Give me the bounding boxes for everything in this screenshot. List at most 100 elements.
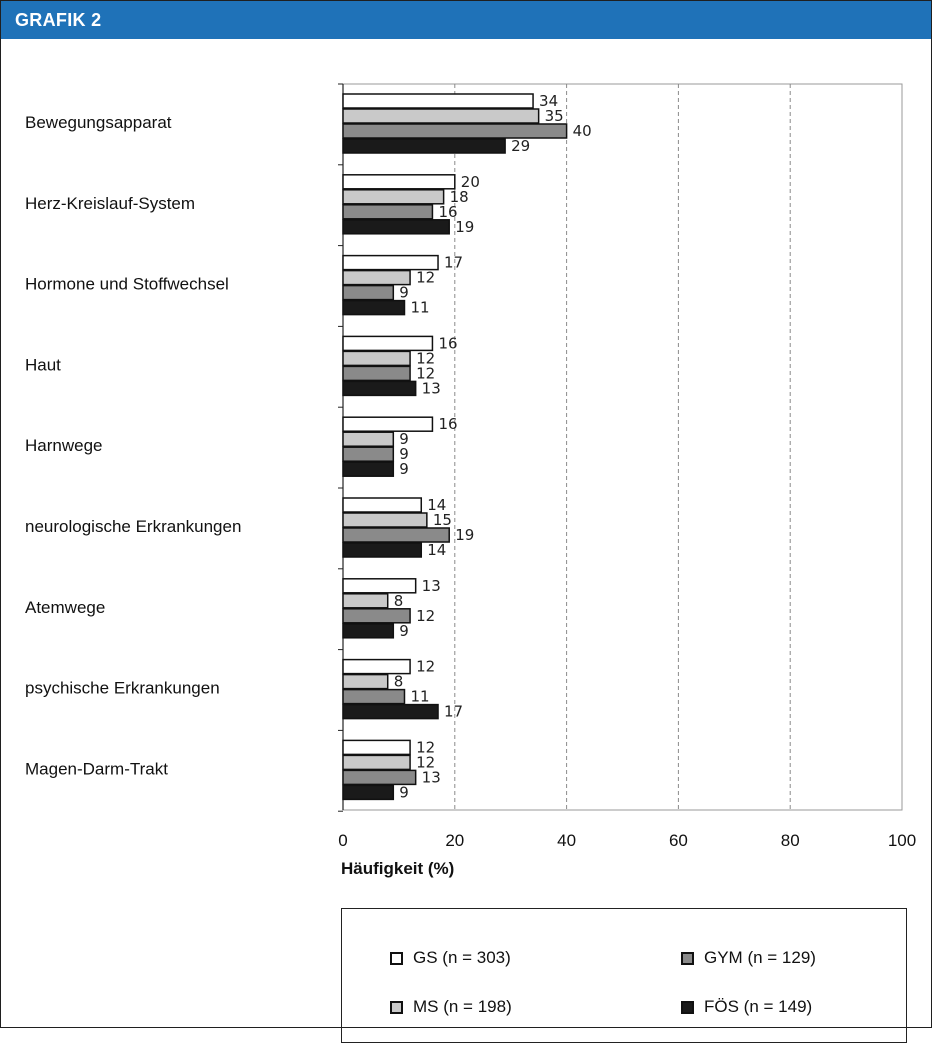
data-label: 20 (461, 173, 480, 191)
bar (342, 335, 434, 352)
bar (342, 703, 439, 720)
data-label: 12 (416, 269, 435, 287)
data-label: 9 (399, 284, 409, 302)
bar (342, 284, 395, 301)
data-label: 8 (394, 673, 404, 691)
legend-label-gym: GYM (n = 129) (704, 948, 816, 967)
bar (342, 739, 411, 756)
bar (342, 497, 423, 513)
bar (342, 108, 540, 124)
bar (342, 784, 395, 801)
category-label: neurologische Erkrankungen (25, 517, 241, 536)
legend-swatch-ms (390, 1000, 403, 1014)
figure-header: GRAFIK 2 (1, 1, 931, 39)
data-label: 34 (539, 92, 558, 110)
data-label: 12 (416, 738, 435, 756)
bar (342, 673, 389, 690)
legend-item-ms: MS (n = 198) (390, 997, 512, 1017)
figure-title: GRAFIK 2 (15, 10, 102, 30)
x-tick-label: 60 (669, 831, 688, 850)
data-label: 17 (444, 703, 463, 721)
category-label: Hormone und Stoffwechsel (25, 275, 229, 294)
bar (342, 578, 417, 594)
bar (342, 416, 434, 432)
category-label: Haut (25, 355, 61, 374)
bar (342, 658, 411, 675)
x-tick-label: 100 (888, 831, 916, 850)
bar (342, 769, 417, 786)
bar (342, 93, 534, 109)
category-label: Herz-Kreislauf-System (25, 194, 195, 213)
legend: GS (n = 303) GYM (n = 129) MS (n = 198) … (341, 908, 907, 1043)
data-label: 19 (455, 218, 474, 236)
bar (342, 123, 568, 139)
data-label: 19 (455, 526, 474, 544)
legend-item-gym: GYM (n = 129) (681, 948, 816, 968)
data-label: 12 (416, 658, 435, 676)
bar (342, 254, 439, 271)
bar (342, 350, 411, 367)
legend-item-gs: GS (n = 303) (390, 948, 511, 968)
bar (342, 461, 395, 477)
x-tick-label: 0 (338, 831, 347, 850)
category-label: Harnwege (25, 436, 103, 455)
bar (342, 380, 417, 397)
bar (342, 593, 389, 609)
bar (342, 754, 411, 771)
data-label: 14 (427, 496, 446, 514)
data-label: 9 (399, 430, 409, 448)
data-label: 11 (410, 688, 429, 706)
bar (342, 219, 450, 235)
bar (342, 542, 423, 558)
data-label: 40 (573, 122, 592, 140)
data-label: 29 (511, 137, 530, 155)
legend-label-ms: MS (n = 198) (413, 997, 512, 1016)
x-tick-label: 80 (781, 831, 800, 850)
legend-swatch-gym (681, 951, 694, 965)
data-label: 12 (416, 349, 435, 367)
x-tick-label: 40 (557, 831, 576, 850)
category-label: Magen-Darm-Trakt (25, 759, 168, 778)
data-label: 18 (450, 188, 469, 206)
bar (342, 446, 395, 462)
legend-label-gs: GS (n = 303) (413, 948, 511, 967)
category-label: psychische Erkrankungen (25, 679, 220, 698)
bar (342, 138, 506, 154)
data-label: 17 (444, 254, 463, 272)
data-label: 11 (410, 299, 429, 317)
data-label: 13 (422, 768, 441, 786)
bar (342, 608, 411, 624)
data-label: 35 (545, 107, 564, 125)
bar (342, 269, 411, 286)
x-axis-title: Häufigkeit (%) (341, 859, 454, 878)
data-label: 12 (416, 753, 435, 771)
legend-swatch-gs (390, 951, 403, 965)
bar (342, 527, 450, 543)
data-label: 16 (438, 334, 457, 352)
x-tick-label: 20 (445, 831, 464, 850)
bar (342, 623, 395, 639)
data-label: 12 (416, 607, 435, 625)
data-label: 9 (399, 783, 409, 801)
legend-label-foes: FÖS (n = 149) (704, 997, 813, 1016)
data-label: 16 (438, 203, 457, 221)
legend-item-foes: FÖS (n = 149) (681, 997, 812, 1017)
bar (342, 299, 406, 316)
bar (342, 688, 406, 705)
legend-swatch-foes (681, 1000, 694, 1014)
data-label: 8 (394, 592, 404, 610)
data-label: 14 (427, 541, 446, 559)
bar (342, 512, 428, 528)
data-label: 16 (438, 415, 457, 433)
bar (342, 365, 411, 382)
data-label: 12 (416, 364, 435, 382)
bar (342, 174, 456, 190)
data-label: 15 (433, 511, 452, 529)
data-label: 13 (422, 379, 441, 397)
data-label: 9 (399, 445, 409, 463)
data-label: 13 (422, 577, 441, 595)
data-label: 9 (399, 622, 409, 640)
bar (342, 431, 395, 447)
